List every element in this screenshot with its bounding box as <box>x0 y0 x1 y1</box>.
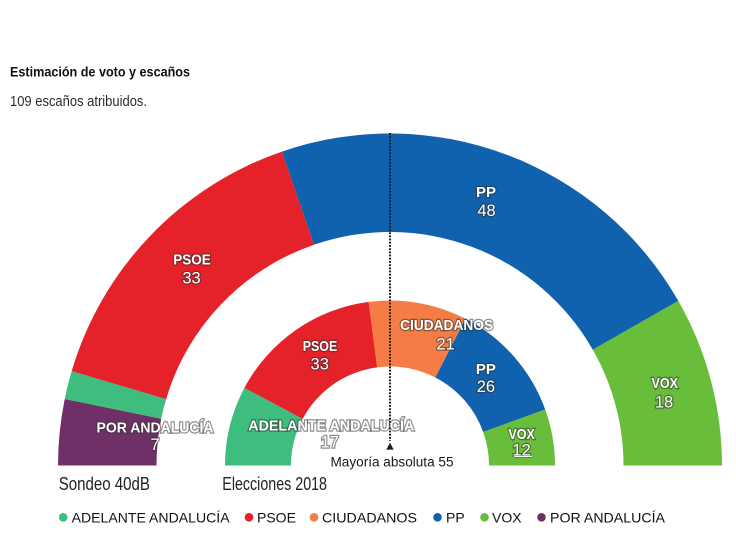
svg-text:26: 26 <box>477 378 495 396</box>
svg-text:33: 33 <box>311 356 329 374</box>
svg-text:PP: PP <box>446 510 465 526</box>
svg-text:ADELANTE ANDALUCÍA: ADELANTE ANDALUCÍA <box>72 510 231 526</box>
svg-text:Elecciones 2018: Elecciones 2018 <box>222 474 327 494</box>
svg-text:Sondeo 40dB: Sondeo 40dB <box>59 474 150 494</box>
svg-text:POR ANDALUCÍA: POR ANDALUCÍA <box>97 419 214 436</box>
svg-text:21: 21 <box>436 335 454 353</box>
svg-text:33: 33 <box>182 270 200 288</box>
svg-text:17: 17 <box>321 434 339 452</box>
svg-text:PSOE: PSOE <box>303 338 338 355</box>
svg-text:Mayoría absoluta 55: Mayoría absoluta 55 <box>331 455 454 470</box>
svg-text:PSOE: PSOE <box>173 252 211 269</box>
svg-text:VOX: VOX <box>652 375 679 392</box>
svg-text:POR ANDALUCÍA: POR ANDALUCÍA <box>550 510 666 526</box>
svg-text:18: 18 <box>655 394 673 412</box>
svg-text:PSOE: PSOE <box>257 510 296 526</box>
svg-text:CIUDADANOS: CIUDADANOS <box>322 510 417 526</box>
svg-text:VOX: VOX <box>492 510 522 526</box>
svg-text:48: 48 <box>477 202 495 220</box>
svg-text:7: 7 <box>150 436 159 454</box>
svg-text:CIUDADANOS: CIUDADANOS <box>400 317 493 334</box>
svg-text:VOX: VOX <box>508 426 535 443</box>
svg-text:ADELANTE ANDALUCÍA: ADELANTE ANDALUCÍA <box>248 417 414 434</box>
svg-text:Estimación de voto y escaños: Estimación de voto y escaños <box>10 64 190 80</box>
svg-text:PP: PP <box>476 184 496 201</box>
svg-text:109 escaños atribuidos.: 109 escaños atribuidos. <box>10 94 147 110</box>
svg-text:PP: PP <box>476 361 496 378</box>
